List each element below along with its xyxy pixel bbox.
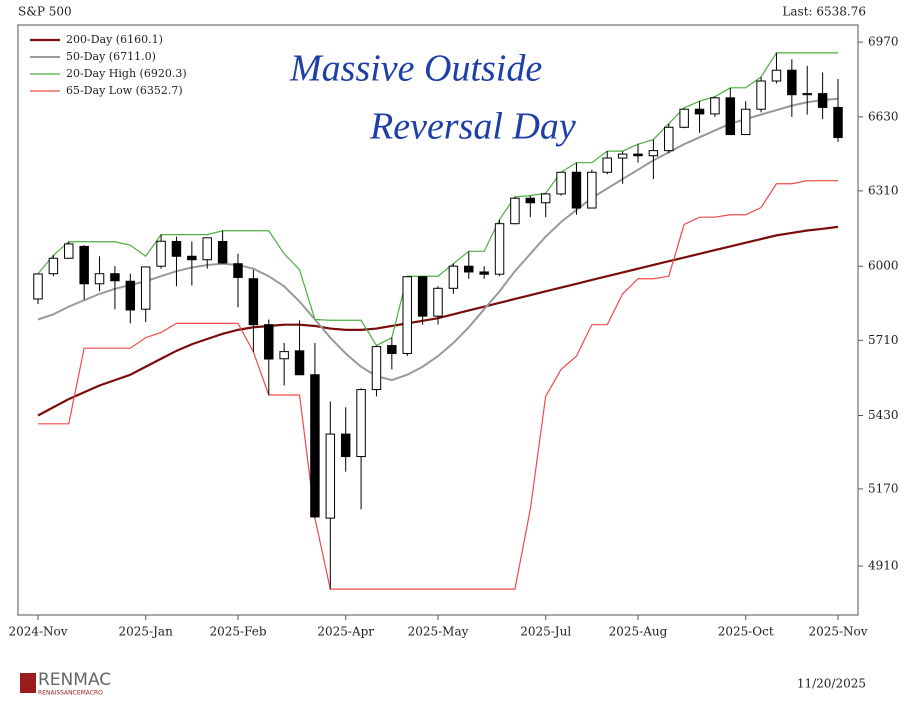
candle-body	[310, 374, 320, 518]
logo-sub: RENAISSANCEMACRO	[38, 690, 103, 697]
logo: RENMAC	[38, 670, 111, 690]
y-tick-label: 6000	[868, 259, 899, 273]
x-tick-label: 2024-Nov	[8, 625, 67, 639]
candle-body	[833, 106, 843, 139]
candle-body	[617, 153, 628, 159]
y-tick-label: 5430	[868, 408, 899, 422]
candle-body	[140, 266, 151, 310]
candle-body	[525, 197, 536, 204]
candle-body	[94, 273, 105, 285]
candle-body	[156, 240, 166, 267]
candle-body	[787, 69, 797, 96]
y-tick-label: 6310	[868, 183, 899, 197]
candle-body	[187, 255, 197, 261]
candle-body	[633, 153, 643, 157]
candle-body	[540, 193, 551, 204]
candle-body	[648, 150, 659, 157]
last-price: Last: 6538.76	[782, 5, 866, 19]
candle-body	[371, 346, 382, 391]
indicator-line	[37, 52, 838, 347]
x-tick-label: 2025-May	[408, 625, 469, 639]
candle-body	[171, 240, 182, 257]
date: 11/20/2025	[797, 677, 866, 691]
candle-body	[771, 69, 782, 82]
candle-body	[556, 171, 566, 195]
candle-body	[710, 97, 720, 115]
y-tick-label: 5710	[868, 333, 899, 347]
x-tick-label: 2025-Apr	[317, 625, 374, 639]
candle-body	[802, 93, 812, 96]
legend-label: 200-Day (6160.1)	[66, 33, 163, 46]
candle-body	[248, 278, 259, 326]
candle-body	[64, 243, 74, 259]
x-tick-label: 2025-Nov	[808, 625, 867, 639]
candle-body	[264, 324, 274, 360]
chart-title: S&P 500	[18, 5, 72, 19]
candle-body	[202, 237, 212, 261]
candle-body	[125, 280, 136, 311]
candle-body	[33, 273, 43, 300]
candle-body	[510, 197, 520, 225]
candle-body	[725, 97, 736, 136]
candle-body	[494, 223, 505, 275]
x-tick-label: 2025-Jul	[520, 625, 571, 639]
candle-body	[79, 245, 89, 285]
candle-body	[402, 276, 412, 354]
candle-body	[694, 108, 705, 115]
logo-mark	[20, 673, 36, 693]
y-tick-label: 4910	[868, 559, 899, 573]
indicator-line	[37, 97, 839, 382]
candle-body	[325, 433, 336, 519]
annotation: Massive Outside	[289, 48, 542, 90]
legend-label: 65-Day Low (6352.7)	[66, 84, 183, 97]
candle-body	[48, 257, 59, 275]
candle-body	[571, 171, 582, 209]
candle-body	[479, 271, 489, 275]
candle-body	[448, 265, 459, 289]
candle-body	[417, 276, 428, 317]
candle-body	[679, 108, 689, 128]
x-tick-label: 2025-Feb	[209, 625, 266, 639]
legend-label: 50-Day (6711.0)	[66, 50, 156, 63]
candle-body	[387, 345, 397, 354]
legend-label: 20-Day High (6920.3)	[66, 67, 187, 80]
candle-body	[433, 287, 443, 317]
legend-box	[22, 29, 202, 105]
candle-body	[587, 171, 597, 209]
candle-body	[740, 108, 751, 136]
annotation: Reversal Day	[369, 106, 576, 148]
candle-body	[279, 351, 289, 360]
x-tick-label: 2025-Oct	[718, 625, 774, 639]
candle-body	[294, 350, 305, 376]
indicator-line	[38, 180, 838, 590]
candle-body	[340, 433, 351, 458]
y-tick-label: 6970	[868, 35, 899, 49]
candle-body	[110, 273, 120, 282]
candle-body	[756, 80, 766, 110]
candle-body	[217, 240, 228, 264]
candle-body	[233, 263, 243, 278]
y-tick-label: 5170	[868, 481, 899, 495]
candle-body	[602, 157, 612, 173]
x-tick-label: 2025-Jan	[119, 625, 174, 639]
y-tick-label: 6630	[868, 109, 899, 123]
candle-body	[356, 389, 366, 458]
candle-body	[664, 126, 674, 152]
x-tick-label: 2025-Aug	[609, 625, 668, 639]
candle-body	[464, 265, 474, 273]
candle-body	[817, 93, 828, 108]
